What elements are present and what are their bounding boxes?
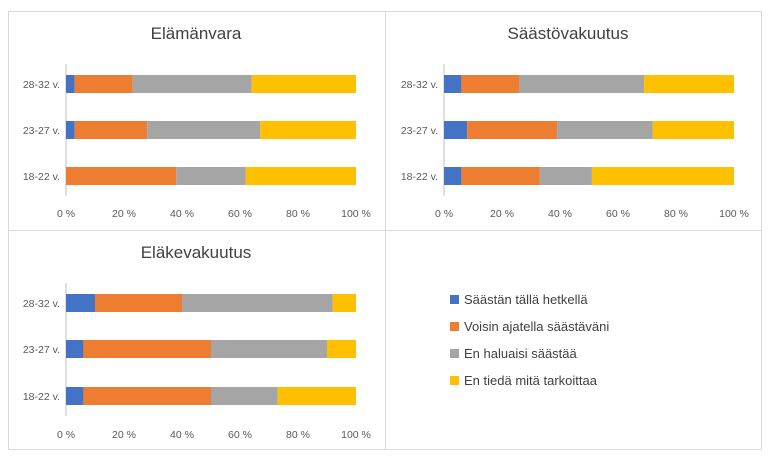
bar-segment-en-tieda-mita-tarkoittaa <box>591 167 734 185</box>
bar-segment-en-tieda-mita-tarkoittaa <box>644 75 734 93</box>
x-tick-label: 60 % <box>228 429 252 441</box>
x-tick-label: 0 % <box>57 208 75 220</box>
x-tick-label: 20 % <box>112 208 136 220</box>
bar-segment-saastan-talla-hetkella <box>444 121 468 139</box>
stacked-bar-chart-saastovakuutus: 0 % 20 % 40 % 60 % 80 % 100 % 28-32 v. 23-27 v.… <box>401 64 749 220</box>
bar-segment-en-haluaisi-saastaa <box>147 121 261 139</box>
category-label: 28-32 v. <box>23 79 60 91</box>
x-tick-label: 40 % <box>170 429 194 441</box>
bar-segment-voisin-ajatella-saastavani <box>83 340 211 358</box>
bar-segment-saastan-talla-hetkella <box>66 121 75 139</box>
legend-label: Voisin ajatella säästäväni <box>464 319 609 334</box>
x-tick-label: 0 % <box>435 208 453 220</box>
x-tick-label: 100 % <box>341 208 371 220</box>
chart-title-saastovakuutus: Säästövakuutus <box>508 24 629 43</box>
bar-segment-voisin-ajatella-saastavani <box>467 121 558 139</box>
bar-segment-voisin-ajatella-saastavani <box>461 167 540 185</box>
x-tick-label: 20 % <box>112 429 136 441</box>
bar-segment-en-tieda-mita-tarkoittaa <box>652 121 734 139</box>
x-tick-label: 100 % <box>719 208 749 220</box>
stacked-bar-chart-elamanvara: 0 % 20 % 40 % 60 % 80 % 100 % 28-32 v. 23-27 v.… <box>23 64 371 220</box>
bar-segment-en-tieda-mita-tarkoittaa <box>245 167 356 185</box>
x-tick-label: 40 % <box>170 208 194 220</box>
x-tick-label: 80 % <box>664 208 688 220</box>
bar-segment-en-haluaisi-saastaa <box>211 340 327 358</box>
bar-segment-en-tieda-mita-tarkoittaa <box>277 387 356 405</box>
x-tick-label: 60 % <box>606 208 630 220</box>
category-label: 28-32 v. <box>23 298 60 310</box>
x-tick-label: 0 % <box>57 429 75 441</box>
bar-segment-en-tieda-mita-tarkoittaa <box>260 121 356 139</box>
bar-segment-voisin-ajatella-saastavani <box>66 167 177 185</box>
legend-panel-frame <box>385 230 762 450</box>
bar-segment-saastan-talla-hetkella <box>444 75 462 93</box>
bar-segment-voisin-ajatella-saastavani <box>83 387 211 405</box>
bar-segment-en-haluaisi-saastaa <box>182 294 333 312</box>
bar-segment-en-haluaisi-saastaa <box>211 387 278 405</box>
x-tick-label: 40 % <box>548 208 572 220</box>
category-label: 23-27 v. <box>23 125 60 137</box>
bar-segment-en-tieda-mita-tarkoittaa <box>332 294 356 312</box>
bar-segment-en-tieda-mita-tarkoittaa <box>251 75 356 93</box>
legend-swatch-en-haluaisi-saastaa <box>450 349 459 358</box>
bar-segment-en-tieda-mita-tarkoittaa <box>327 340 356 358</box>
legend-label: Säästän tällä hetkellä <box>464 292 588 307</box>
bar-segment-voisin-ajatella-saastavani <box>74 75 133 93</box>
category-label: 23-27 v. <box>23 344 60 356</box>
bar-segment-en-haluaisi-saastaa <box>539 167 592 185</box>
bar-segment-saastan-talla-hetkella <box>66 387 84 405</box>
bar-segment-saastan-talla-hetkella <box>66 340 84 358</box>
x-tick-label: 20 % <box>490 208 514 220</box>
chart-title-elamanvara: Elämänvara <box>151 24 242 43</box>
bar-segment-voisin-ajatella-saastavani <box>95 294 182 312</box>
legend-swatch-en-tieda-mita-tarkoittaa <box>450 376 459 385</box>
category-label: 18-22 v. <box>401 171 438 183</box>
category-label: 23-27 v. <box>401 125 438 137</box>
legend: Säästän tällä hetkellä Voisin ajatella sä… <box>450 292 609 388</box>
legend-label: En haluaisi säästää <box>464 346 578 361</box>
bar-segment-en-haluaisi-saastaa <box>519 75 645 93</box>
category-label: 18-22 v. <box>23 391 60 403</box>
bar-segment-en-haluaisi-saastaa <box>557 121 653 139</box>
stacked-bar-chart-elakevakuutus: 0 % 20 % 40 % 60 % 80 % 100 % 28-32 v. 23-27 v.… <box>23 283 371 441</box>
category-label: 28-32 v. <box>401 79 438 91</box>
x-tick-label: 80 % <box>286 429 310 441</box>
category-label: 18-22 v. <box>23 171 60 183</box>
bar-segment-saastan-talla-hetkella <box>66 294 95 312</box>
legend-label: En tiedä mitä tarkoittaa <box>464 373 598 388</box>
chart-title-elakevakuutus: Eläkevakuutus <box>141 243 252 262</box>
bar-segment-voisin-ajatella-saastavani <box>74 121 148 139</box>
x-tick-label: 80 % <box>286 208 310 220</box>
legend-swatch-saastan-talla-hetkella <box>450 295 459 304</box>
bar-segment-voisin-ajatella-saastavani <box>461 75 520 93</box>
bar-segment-en-haluaisi-saastaa <box>132 75 252 93</box>
x-tick-label: 100 % <box>341 429 371 441</box>
legend-swatch-voisin-ajatella-saastavani <box>450 322 459 331</box>
bar-segment-en-haluaisi-saastaa <box>176 167 246 185</box>
bar-segment-saastan-talla-hetkella <box>66 75 75 93</box>
x-tick-label: 60 % <box>228 208 252 220</box>
bar-segment-saastan-talla-hetkella <box>444 167 462 185</box>
